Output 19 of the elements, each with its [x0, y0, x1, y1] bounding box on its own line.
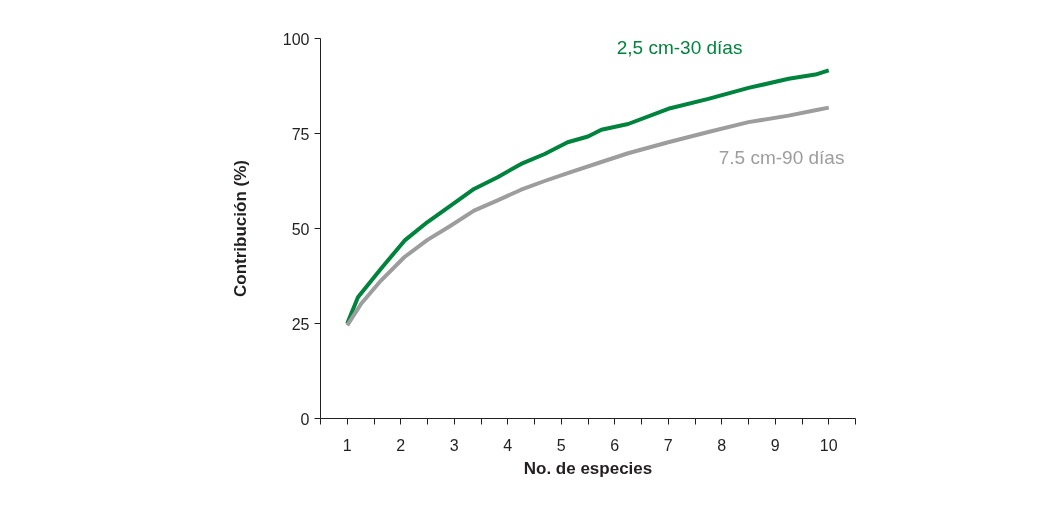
y-tick-label: 50: [291, 220, 310, 238]
y-tick-label: 100: [282, 30, 310, 48]
x-tick-label: 9: [770, 436, 780, 454]
x-tick-label: 8: [717, 436, 727, 454]
x-tick-label: 7: [663, 436, 673, 454]
series-label: 2,5 cm-30 días: [616, 37, 743, 59]
x-axis-title: No. de especies: [523, 458, 653, 478]
y-axis-title: Contribución (%): [230, 160, 250, 297]
x-tick-label: 10: [819, 436, 838, 454]
x-tick-label: 1: [342, 436, 352, 454]
y-tick-label: 0: [300, 410, 310, 428]
x-tick-label: 6: [610, 436, 620, 454]
x-tick-label: 5: [556, 436, 566, 454]
series-label: 7.5 cm-90 días: [718, 146, 845, 168]
x-tick-label: 4: [503, 436, 513, 454]
y-tick-label: 75: [291, 125, 310, 143]
y-tick-label: 25: [291, 315, 310, 333]
x-tick-label: 3: [449, 436, 459, 454]
x-tick-label: 2: [396, 436, 406, 454]
